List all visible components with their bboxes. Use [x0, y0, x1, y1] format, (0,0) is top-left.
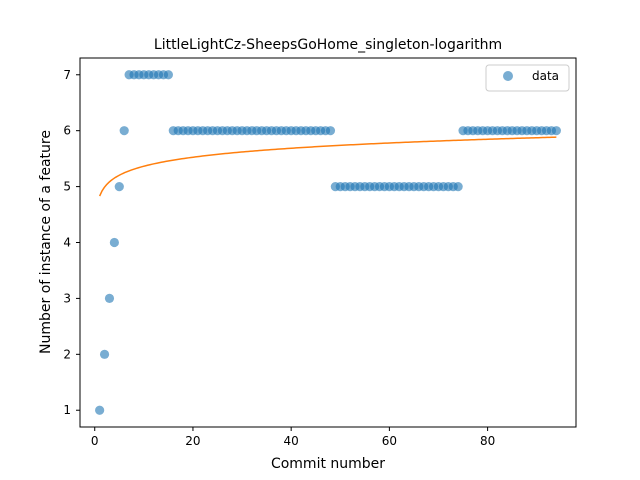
fit-line: [98, 136, 557, 197]
x-tick-label: 20: [185, 434, 200, 448]
y-tick-label: 5: [63, 180, 71, 194]
chart-title: LittleLightCz-SheepsGoHome_singleton-log…: [154, 37, 502, 53]
y-tick-label: 6: [63, 124, 71, 138]
y-tick-label: 4: [63, 236, 71, 250]
data-point: [114, 181, 124, 192]
y-axis-title: Number of instance of a feature: [38, 130, 54, 354]
legend-marker-data: [503, 71, 513, 81]
x-tick-label: 0: [91, 434, 99, 448]
data-point: [453, 181, 463, 192]
data-point: [109, 237, 119, 248]
y-tick-label: 3: [63, 291, 71, 305]
y-tick-label: 2: [63, 347, 71, 361]
y-tick-label: 1: [63, 403, 71, 417]
data-point: [119, 126, 129, 136]
x-axis-title: Commit number: [271, 456, 385, 472]
legend: data: [485, 64, 570, 92]
data-point: [95, 405, 105, 415]
data-point: [325, 126, 336, 136]
data-point: [163, 70, 173, 80]
x-tick-label: 40: [284, 434, 299, 448]
legend-label-data: data: [532, 69, 559, 83]
points-layer: [95, 70, 561, 415]
data-point: [104, 293, 115, 304]
y-axis: 1 2 3 4 5 6 7: [63, 68, 80, 417]
x-tick-label: 80: [480, 434, 495, 448]
y-tick-label: 7: [63, 68, 71, 82]
data-point: [551, 126, 561, 136]
x-tick-label: 60: [382, 434, 397, 448]
data-point: [99, 349, 110, 359]
fit-layer: [98, 136, 557, 197]
x-axis: 0 20 40 60 80: [91, 427, 495, 448]
